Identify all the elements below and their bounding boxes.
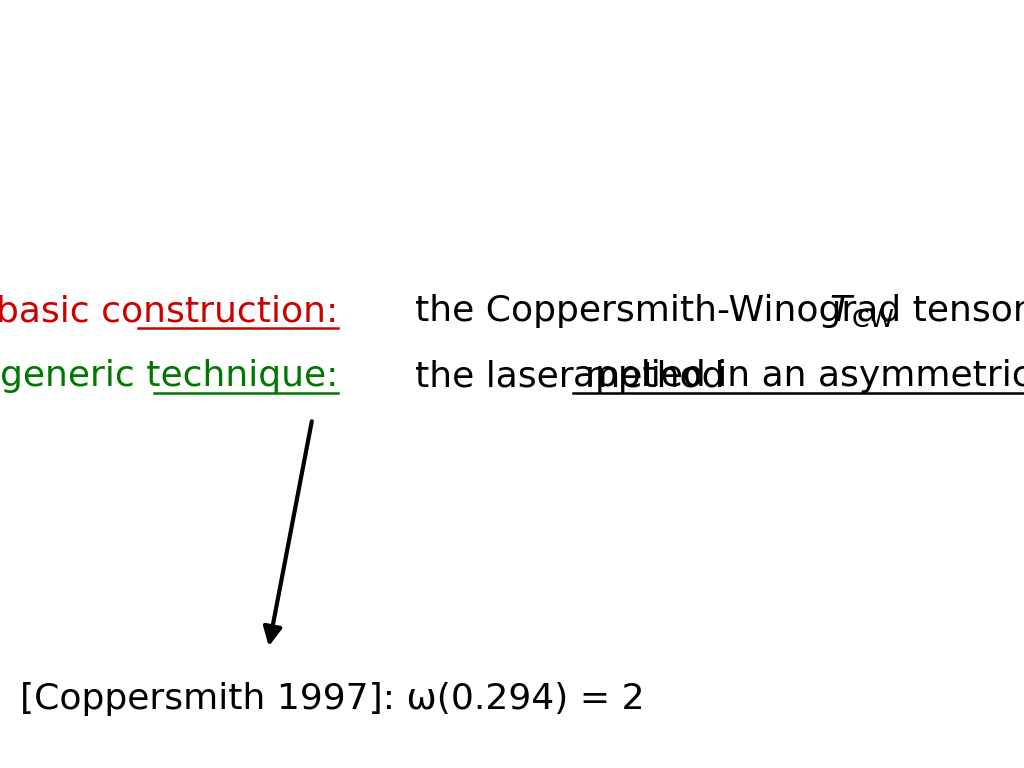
Text: applied in an asymmetric way: applied in an asymmetric way	[573, 359, 1024, 393]
Text: $T_\mathrm{CW}$: $T_\mathrm{CW}$	[829, 293, 895, 329]
Text: [Coppersmith 1997]: ω(0.294) = 2: [Coppersmith 1997]: ω(0.294) = 2	[20, 682, 645, 716]
Text: basic construction:: basic construction:	[0, 294, 338, 328]
Text: generic technique:: generic technique:	[0, 359, 338, 393]
Text: Exponent of Rectangular Matrix Multiplication: Exponent of Rectangular Matrix Multiplic…	[0, 20, 1024, 68]
Text: the Coppersmith-Winograd tensor: the Coppersmith-Winograd tensor	[415, 294, 1024, 328]
Text: the laser method: the laser method	[415, 359, 735, 393]
